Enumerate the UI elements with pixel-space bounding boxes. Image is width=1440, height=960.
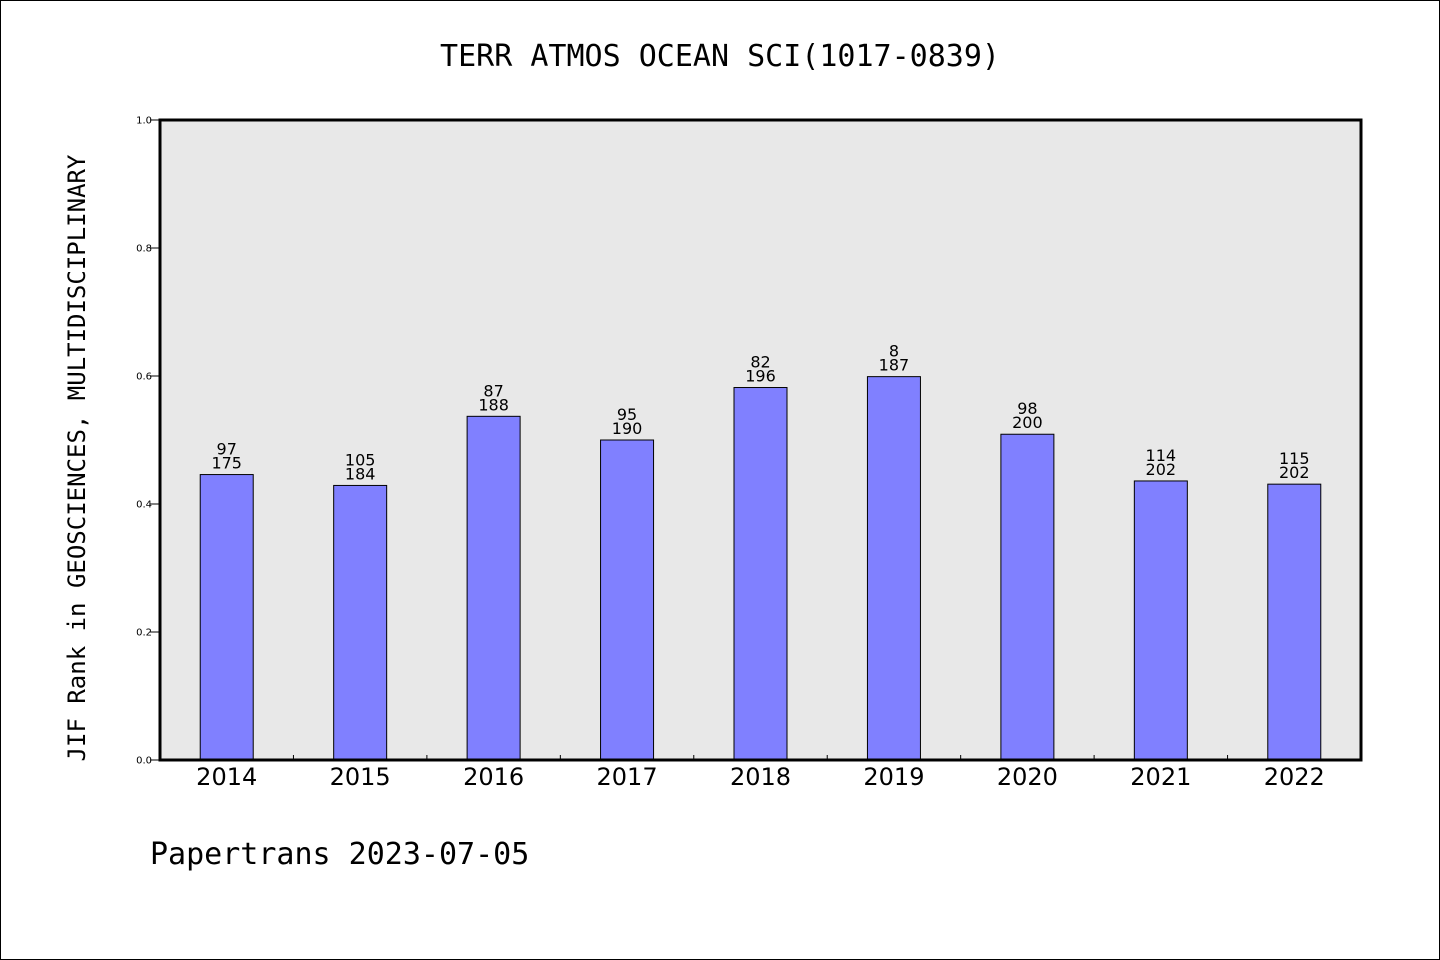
bar-total-label: 187 [879, 356, 910, 375]
bar-series [199, 376, 1322, 761]
bar-rank-label: 95 [617, 405, 637, 424]
bar-total-label: 202 [1146, 460, 1177, 479]
bar-rank-label: 114 [1146, 446, 1177, 465]
y-tick-label: 0.4 [136, 500, 152, 511]
bar-total-label: 184 [345, 464, 376, 483]
x-tick-label: 2019 [863, 763, 924, 791]
bar-2015 [333, 484, 388, 761]
bar-2019 [866, 376, 921, 761]
bar-total-label: 196 [745, 367, 776, 386]
bar-total-label: 200 [1012, 413, 1043, 432]
bar-2014 [199, 474, 254, 761]
y-tick-label: 1.0 [136, 116, 152, 127]
x-axis-ticks: 2014 2015 2016 2017 2018 2019 2020 2021 2022 [196, 755, 1325, 791]
plot-border [158, 118, 1363, 762]
x-tick-label: 2014 [196, 763, 257, 791]
bar-rank-label: 97 [217, 440, 237, 459]
y-tick-label: 0.6 [136, 372, 152, 383]
x-tick-label: 2018 [730, 763, 791, 791]
y-tick-label: 0.2 [136, 628, 152, 639]
bar-2022 [1267, 483, 1322, 761]
bar-rank-label: 8 [889, 342, 899, 361]
x-tick-label: 2016 [463, 763, 524, 791]
bar-total-label: 190 [612, 419, 643, 438]
bar-total-label: 175 [211, 454, 242, 473]
bar-rank-label: 115 [1279, 449, 1310, 468]
x-tick-label: 2015 [330, 763, 391, 791]
x-tick-label: 2022 [1264, 763, 1325, 791]
bar-2016 [466, 415, 521, 761]
bar-2017 [600, 439, 655, 761]
bar-2020 [1000, 433, 1055, 761]
bar-rank-label: 87 [483, 381, 503, 400]
bar-rank-label: 98 [1017, 399, 1037, 418]
y-tick-label: 0.0 [136, 756, 152, 767]
y-axis-ticks: 0.0 0.2 0.4 0.6 0.8 1.0 [136, 116, 160, 767]
x-tick-label: 2021 [1130, 763, 1191, 791]
bar-2021 [1133, 480, 1188, 761]
bar-rank-label: 82 [750, 353, 770, 372]
bar-total-label: 202 [1279, 463, 1310, 482]
y-tick-label: 0.8 [136, 244, 152, 255]
y-axis-label: JIF Rank in GEOSCIENCES, MULTIDISCIPLINA… [63, 154, 91, 761]
bar-2018 [733, 387, 788, 761]
chart-title: TERR ATMOS OCEAN SCI(1017-0839) [440, 39, 1000, 74]
x-tick-label: 2020 [997, 763, 1058, 791]
bar-total-label: 188 [478, 395, 509, 414]
footer-credit: Papertrans 2023-07-05 [150, 837, 529, 872]
x-tick-label: 2017 [597, 763, 658, 791]
bar-rank-label: 105 [345, 450, 376, 469]
